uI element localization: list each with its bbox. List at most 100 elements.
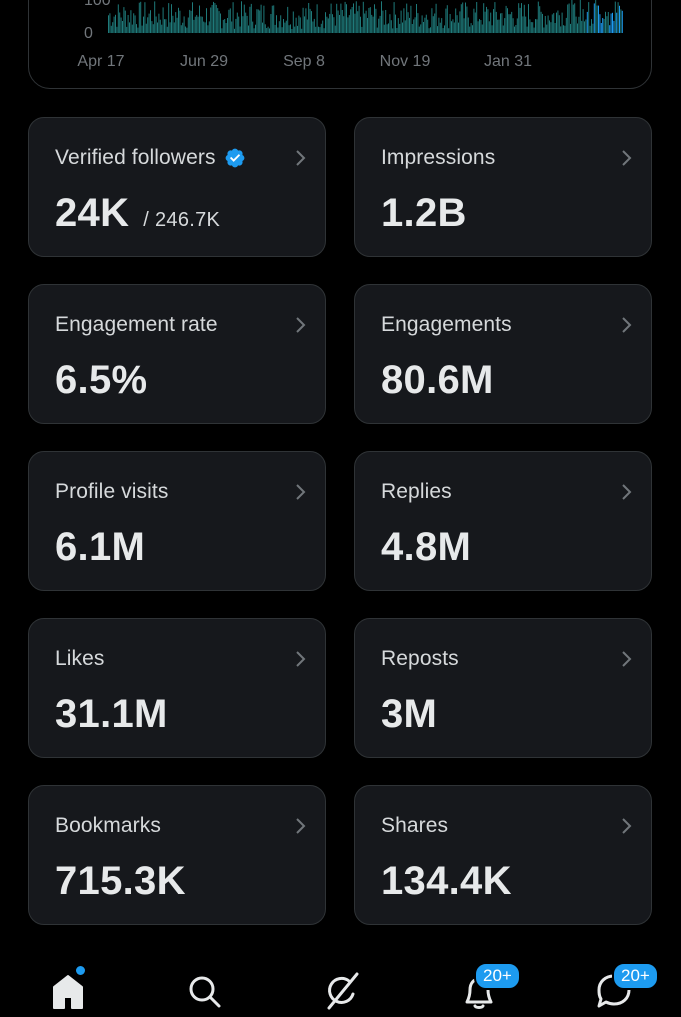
metric-card-verified-followers[interactable]: Verified followers 24K / 246.7K [28,117,326,257]
chart-bar [609,25,611,33]
chart-bar [259,10,261,33]
chart-bar [217,8,219,33]
metric-card-impressions[interactable]: Impressions 1.2B [354,117,652,257]
chart-bar [246,15,248,33]
chart-bar [472,25,473,33]
nav-search[interactable] [182,968,226,1012]
chart-bar [318,26,319,33]
chart-bar [488,21,490,33]
chart-bar [231,21,233,33]
chart-bar [208,21,210,33]
chart-bar [568,3,570,33]
chart-bar [322,20,324,33]
x-tick-label: Jan 31 [483,53,533,70]
chart-bar [442,28,444,33]
chart-bar [505,5,507,34]
metric-card-shares[interactable]: Shares 134.4K [354,785,652,925]
chart-bar [599,14,601,33]
chart-bar [402,22,403,33]
chart-bar [466,6,468,33]
chart-bar [551,14,553,33]
chart-bar [274,24,276,33]
chart-bar [491,25,493,33]
chart-bar [399,23,401,33]
chart-bar [271,5,273,33]
chart-bar [521,3,522,33]
chart-bar [396,28,398,33]
chart-bar [235,18,237,33]
metric-card-bookmarks[interactable]: Bookmarks 715.3K [28,785,326,925]
metric-card-replies[interactable]: Replies 4.8M [354,451,652,591]
metric-card-engagement-rate[interactable]: Engagement rate 6.5% [28,284,326,424]
metric-card-reposts[interactable]: Reposts 3M [354,618,652,758]
chart-bar [179,10,181,33]
chart-bar [347,17,349,33]
chart-bar [607,12,609,33]
chart-bar [277,27,279,33]
chart-bar [330,3,332,33]
chart-bar [519,7,521,34]
chart-bar [403,8,405,34]
chart-bar [600,23,602,33]
chart-bar [533,27,535,33]
chart-bar [173,22,175,33]
nav-grok[interactable] [319,968,363,1012]
chart-bar [550,22,552,33]
chart-bar [292,11,294,33]
chart-bar [460,4,462,33]
chart-bar [427,19,429,33]
chart-bar [437,26,438,33]
metric-value: 80.6M [381,358,494,402]
chart-bar [418,26,420,33]
chart-bar [239,26,241,33]
chart-bar [441,18,443,33]
chart-bar [455,8,457,33]
x-tick-label: Apr 17 [77,53,125,70]
chart-bar [571,0,573,34]
chart-bar [242,16,244,33]
chart-bar [612,12,613,34]
chart-bar [362,1,364,34]
chart-bar [371,14,373,33]
chart-bar [411,24,413,33]
metric-label: Verified followers [55,146,246,170]
chart-bar [567,4,569,33]
chart-bar [253,28,255,33]
nav-home[interactable] [46,965,90,1012]
chart-bar [509,14,511,33]
chart-bar [581,20,583,33]
metric-label: Reposts [381,647,459,670]
chart-bar [392,28,394,33]
metric-value: 1.2B [381,191,467,235]
chart-bar [381,1,382,34]
chart-bar [287,6,289,34]
metric-sub-value: / 246.7K [143,209,221,231]
chart-bar [171,4,172,33]
chart-bar [285,20,287,33]
chart-bar [288,25,290,33]
chart-bar [546,24,548,33]
chart-bar [136,24,137,33]
chart-bar [498,19,500,33]
chart-bar [305,8,307,34]
chart-bar [236,12,238,33]
metric-card-likes[interactable]: Likes 31.1M [28,618,326,758]
chart-bar [444,25,445,33]
chart-bar [540,11,542,34]
chart-bar [332,14,333,33]
chart-bar [110,25,112,33]
chart-bar [183,16,185,33]
chart-bar [525,16,527,33]
chart-bar [448,28,450,33]
metric-card-engagements[interactable]: Engagements 80.6M [354,284,652,424]
chart-bar [333,17,335,33]
chart-bar [262,22,263,33]
chart-bar [169,22,171,33]
metric-card-profile-visits[interactable]: Profile visits 6.1M [28,451,326,591]
chart-bar [256,9,258,33]
chart-bar [360,16,361,33]
chart-bar [425,14,427,33]
chart-bar [270,14,272,33]
metric-label: Profile visits [55,480,169,503]
chart-bar [620,9,622,33]
